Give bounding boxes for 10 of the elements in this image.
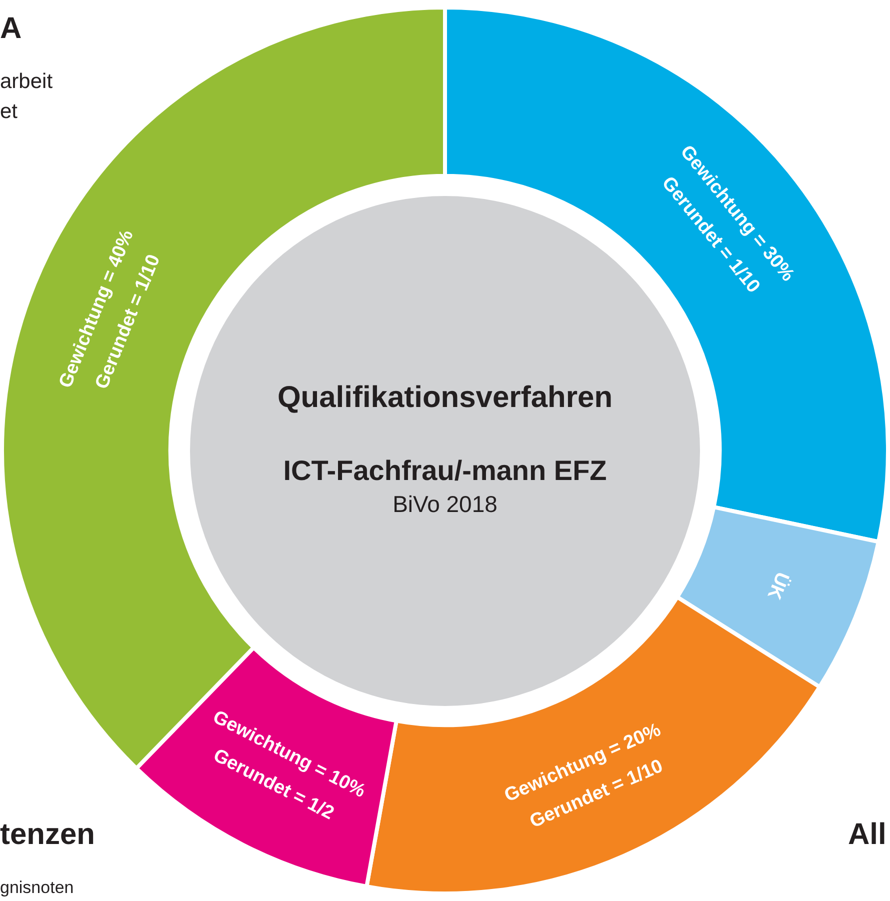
- slice-label: ÜK: [762, 568, 794, 603]
- text: gnisnoten: [0, 878, 74, 898]
- text: arbeit: [0, 70, 53, 94]
- text: tenzen: [0, 818, 96, 852]
- text: All: [848, 818, 886, 852]
- text: ICT-Fachfrau/-mann EFZ: [282, 454, 608, 486]
- text: et: [0, 100, 18, 124]
- text: Qualifikationsverfahren: [276, 380, 614, 414]
- text: A: [0, 12, 22, 46]
- text: BiVo 2018: [392, 490, 498, 518]
